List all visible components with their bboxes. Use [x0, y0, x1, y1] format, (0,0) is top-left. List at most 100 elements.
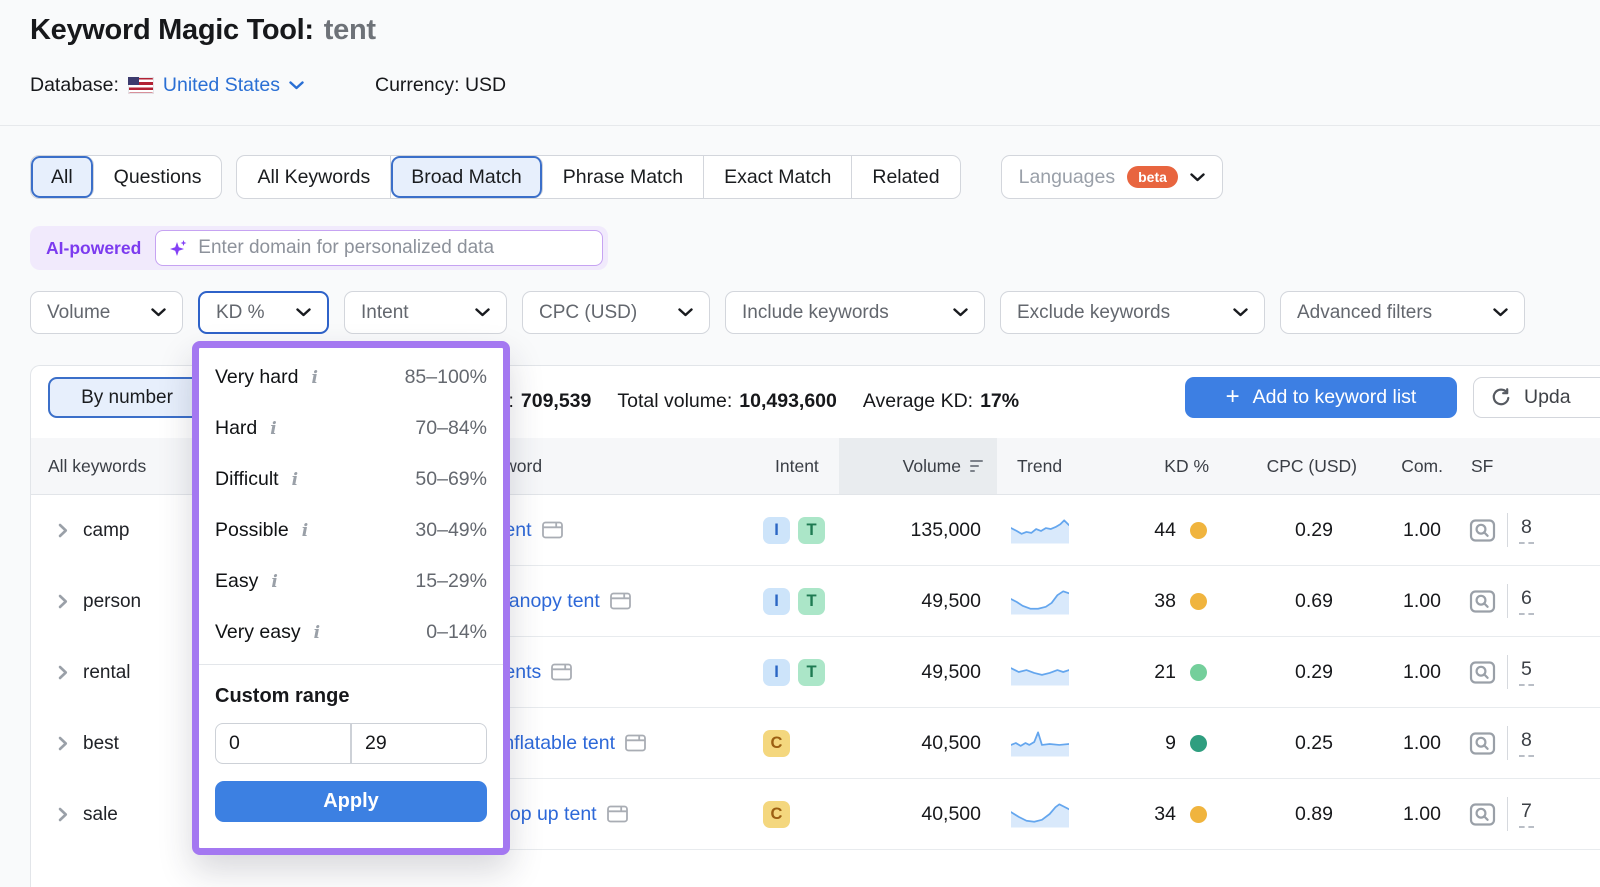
- filter-exclude-keywords[interactable]: Exclude keywords: [1000, 291, 1265, 334]
- intent-badge-c[interactable]: C: [763, 729, 790, 757]
- volume-cell: 49,500: [921, 660, 981, 683]
- info-icon: i: [291, 469, 299, 490]
- kd-option-very-easy[interactable]: Very easy i 0–14%: [199, 607, 503, 658]
- add-to-keyword-list-button[interactable]: + Add to keyword list: [1185, 377, 1457, 418]
- column-intent[interactable]: Intent: [775, 455, 819, 476]
- serp-preview-icon[interactable]: [551, 663, 573, 681]
- filter-kd[interactable]: KD %: [198, 291, 329, 334]
- keyword-link[interactable]: inflatable tent: [499, 731, 616, 754]
- column-sf[interactable]: SF: [1471, 455, 1494, 476]
- beta-badge: beta: [1127, 166, 1178, 188]
- column-kd[interactable]: KD %: [1164, 455, 1209, 476]
- dropdown-separator: [199, 664, 503, 665]
- chevron-right-icon: [58, 594, 68, 609]
- kd-option-hard[interactable]: Hard i 70–84%: [199, 403, 503, 454]
- tab-all-keywords[interactable]: All Keywords: [237, 156, 392, 198]
- serp-preview-icon[interactable]: [606, 805, 628, 823]
- kd-difficulty-dot: [1190, 734, 1207, 752]
- filter-include-keywords[interactable]: Include keywords: [725, 291, 985, 334]
- tab-all[interactable]: All: [31, 156, 94, 198]
- filter-label: Exclude keywords: [1017, 301, 1171, 323]
- filter-cpc-usd[interactable]: CPC (USD): [522, 291, 710, 334]
- trend-sparkline: [1011, 667, 1069, 686]
- serp-preview-icon[interactable]: [541, 521, 563, 539]
- domain-input[interactable]: [155, 230, 604, 266]
- intent-badge-c[interactable]: C: [763, 800, 790, 828]
- keyword-cell: pop up tent: [359, 803, 759, 826]
- chevron-down-icon: [296, 308, 311, 317]
- intent-badge-t[interactable]: T: [798, 587, 825, 615]
- tab-related[interactable]: Related: [872, 165, 940, 188]
- cpc-cell: 0.29: [1295, 660, 1333, 683]
- filter-volume[interactable]: Volume: [30, 291, 183, 334]
- intent-badge-i[interactable]: I: [763, 587, 790, 615]
- apply-button[interactable]: Apply: [215, 781, 487, 822]
- kd-to-input[interactable]: [351, 723, 487, 764]
- column-trend[interactable]: Trend: [1017, 455, 1063, 476]
- column-com[interactable]: Com.: [1401, 455, 1443, 476]
- serp-features-icon[interactable]: [1469, 731, 1496, 756]
- intent-badge-i[interactable]: I: [763, 658, 790, 686]
- keyword-group-best[interactable]: best: [31, 708, 358, 779]
- serp-features-icon[interactable]: [1469, 660, 1496, 685]
- tab-questions[interactable]: Questions: [113, 165, 202, 188]
- kd-difficulty-dot: [1190, 521, 1207, 539]
- ai-powered-bar: AI-powered: [30, 226, 609, 270]
- kd-from-input[interactable]: [215, 723, 351, 764]
- serp-features-icon[interactable]: [1469, 518, 1496, 543]
- trend-sparkline: [1011, 590, 1069, 615]
- serp-preview-icon[interactable]: [625, 734, 646, 752]
- update-metrics-button[interactable]: Upda: [1473, 377, 1600, 418]
- chevron-down-icon: [1190, 172, 1205, 181]
- sf-cell: 7: [1469, 797, 1600, 831]
- serp-features-icon[interactable]: [1469, 802, 1496, 827]
- domain-input-wrap: [155, 230, 604, 266]
- serp-features-icon[interactable]: [1469, 589, 1496, 614]
- group-label: rental: [83, 661, 131, 683]
- tab-group-scope: All Questions: [30, 155, 223, 199]
- kd-option-possible[interactable]: Possible i 30–49%: [199, 505, 503, 556]
- intent-badge-t[interactable]: T: [798, 658, 825, 686]
- column-volume-sorted[interactable]: Volume: [839, 438, 997, 494]
- keyword-link[interactable]: pop up tent: [499, 802, 597, 825]
- keyword-group-sale[interactable]: sale: [31, 779, 358, 850]
- kd-cell: 9: [1129, 732, 1241, 755]
- sf-count[interactable]: 5: [1519, 658, 1534, 686]
- column-all-keywords[interactable]: All keywords: [48, 455, 147, 476]
- database-label: Database:: [30, 74, 119, 96]
- keyword-group-rental[interactable]: rental: [31, 637, 358, 708]
- by-number-toggle[interactable]: By number: [48, 377, 206, 418]
- chevron-right-icon: [58, 807, 68, 822]
- kd-option-easy[interactable]: Easy i 15–29%: [199, 556, 503, 607]
- sf-count[interactable]: 8: [1519, 729, 1534, 757]
- keyword-group-person[interactable]: person: [31, 566, 358, 637]
- kd-option-difficult[interactable]: Difficult i 50–69%: [199, 454, 503, 505]
- group-label: best: [83, 732, 119, 754]
- serp-preview-icon[interactable]: [609, 592, 631, 610]
- sf-count[interactable]: 7: [1519, 800, 1534, 828]
- search-query: tent: [323, 14, 376, 46]
- kd-difficulty-dot: [1190, 592, 1207, 610]
- intent-badge-t[interactable]: T: [798, 516, 825, 544]
- sort-descending-icon: [970, 459, 983, 473]
- sf-count[interactable]: 8: [1519, 516, 1534, 544]
- keyword-link[interactable]: canopy tent: [499, 589, 600, 612]
- kd-option-very-hard[interactable]: Very hard i 85–100%: [199, 352, 503, 403]
- database-selector[interactable]: United States: [163, 74, 304, 97]
- languages-dropdown[interactable]: Languages beta: [1000, 155, 1223, 199]
- filter-intent[interactable]: Intent: [344, 291, 507, 334]
- tab-phrase-match[interactable]: Phrase Match: [543, 156, 705, 198]
- sf-cell: 5: [1469, 655, 1600, 689]
- kd-option-range: 50–69%: [415, 468, 487, 490]
- column-cpc[interactable]: CPC (USD): [1266, 455, 1357, 476]
- sf-count[interactable]: 6: [1519, 587, 1534, 615]
- kd-option-range: 70–84%: [415, 417, 487, 439]
- filter-advanced-filters[interactable]: Advanced filters: [1280, 291, 1525, 334]
- tab-broad-match[interactable]: Broad Match: [391, 156, 543, 198]
- keyword-group-camp[interactable]: camp: [31, 495, 358, 566]
- intent-badge-i[interactable]: I: [763, 516, 790, 544]
- info-icon: i: [313, 622, 321, 643]
- tab-exact-match[interactable]: Exact Match: [704, 156, 853, 198]
